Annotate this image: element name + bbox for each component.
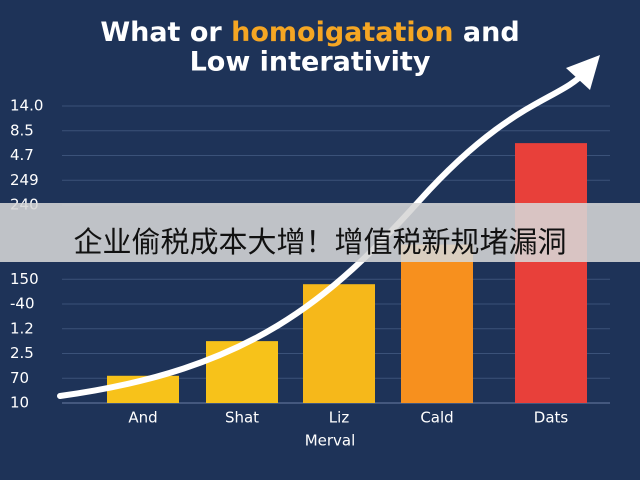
y-tick-label: 8.5 <box>10 121 34 139</box>
y-tick-label: 10 <box>10 394 29 412</box>
y-tick-label: 2.5 <box>10 344 34 362</box>
bar <box>515 143 587 403</box>
x-tick-label: Dats <box>534 409 569 427</box>
chart-title-line2: Low interativity <box>190 47 431 78</box>
arrow-head <box>566 55 600 90</box>
y-tick-label: 150 <box>10 270 39 288</box>
y-tick-label: 14.0 <box>10 97 43 115</box>
y-tick-label: 70 <box>10 369 29 387</box>
title-start: What or <box>100 17 222 48</box>
y-tick-label: 249 <box>10 171 39 189</box>
title-end: and <box>463 17 520 48</box>
bars: And Shat Liz Cald Dats <box>107 143 587 427</box>
bar <box>206 341 278 403</box>
overlay-banner <box>0 203 640 262</box>
title-highlight: homoigatation <box>231 17 453 48</box>
y-tick-label: -40 <box>10 295 35 313</box>
x-tick-label: Liz <box>329 409 350 427</box>
y-tick-label: 1.2 <box>10 319 34 337</box>
chart-title: What or homoigatation and <box>100 17 519 48</box>
y-tick-label: 4.7 <box>10 146 34 164</box>
x-tick-label: Cald <box>420 409 453 427</box>
x-tick-label: Shat <box>225 409 259 427</box>
bar <box>401 244 473 403</box>
x-axis-label: Merval <box>305 432 356 450</box>
x-tick-label: And <box>128 409 157 427</box>
overlay-text: 企业偷税成本大增！增值税新规堵漏洞 <box>73 225 566 259</box>
